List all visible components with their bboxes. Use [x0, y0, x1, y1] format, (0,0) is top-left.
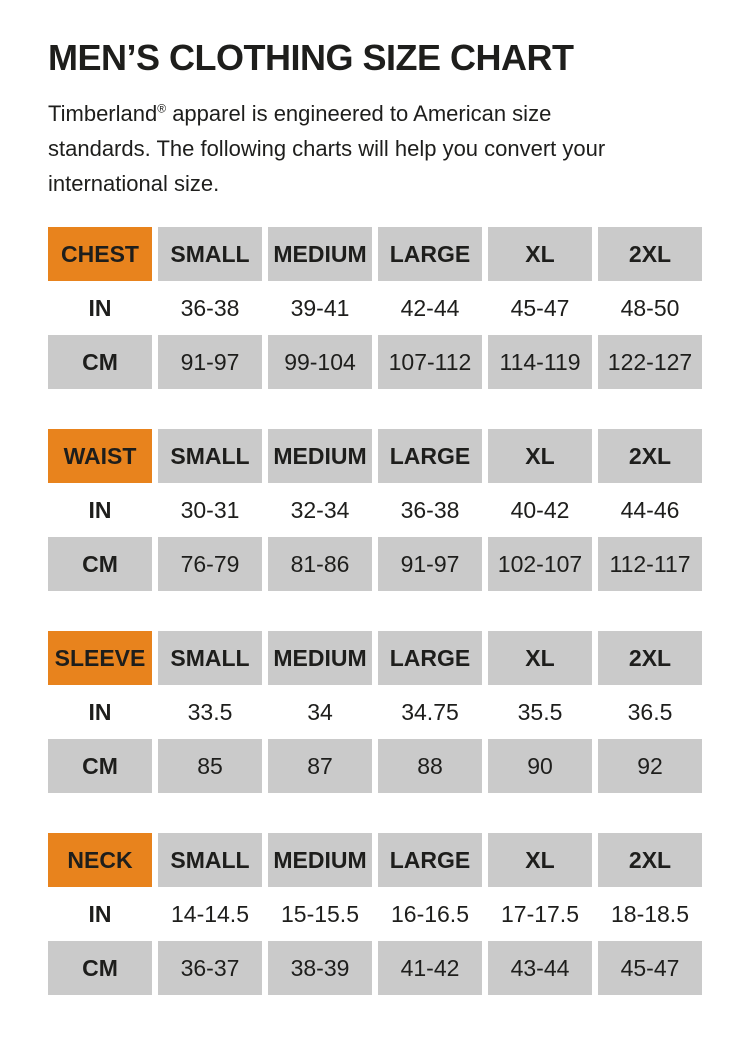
value-cell: 34.75: [378, 685, 482, 739]
value-cell: 45-47: [598, 941, 702, 995]
value-cell: 112-117: [598, 537, 702, 591]
intro-line2: standards. The following charts will hel…: [48, 136, 606, 161]
unit-label-in: IN: [48, 685, 152, 739]
value-cell: 40-42: [488, 483, 592, 537]
table-label-waist: WAIST: [48, 429, 152, 483]
column-header-large: LARGE: [378, 833, 482, 887]
column-header-xl: XL: [488, 833, 592, 887]
value-cell: 99-104: [268, 335, 372, 389]
value-cell: 30-31: [158, 483, 262, 537]
value-cell: 41-42: [378, 941, 482, 995]
value-cell: 36-38: [378, 483, 482, 537]
column-header-2xl: 2XL: [598, 429, 702, 483]
value-cell: 38-39: [268, 941, 372, 995]
value-cell: 76-79: [158, 537, 262, 591]
table-label-sleeve: SLEEVE: [48, 631, 152, 685]
value-cell: 114-119: [488, 335, 592, 389]
unit-label-cm: CM: [48, 537, 152, 591]
value-cell: 14-14.5: [158, 887, 262, 941]
value-cell: 88: [378, 739, 482, 793]
value-cell: 34: [268, 685, 372, 739]
value-cell: 87: [268, 739, 372, 793]
column-header-xl: XL: [488, 631, 592, 685]
intro-text: Timberland® apparel is engineered to Ame…: [48, 96, 702, 201]
intro-line1-rest: apparel is engineered to American size: [166, 101, 552, 126]
value-cell: 18-18.5: [598, 887, 702, 941]
value-cell: 92: [598, 739, 702, 793]
value-cell: 16-16.5: [378, 887, 482, 941]
value-cell: 33.5: [158, 685, 262, 739]
value-cell: 107-112: [378, 335, 482, 389]
value-cell: 81-86: [268, 537, 372, 591]
column-header-small: SMALL: [158, 833, 262, 887]
table-label-chest: CHEST: [48, 227, 152, 281]
column-header-2xl: 2XL: [598, 631, 702, 685]
size-table-sleeve: SLEEVE SMALL MEDIUM LARGE XL 2XL IN 33.5…: [48, 631, 702, 793]
registered-trademark-symbol: ®: [157, 101, 167, 116]
column-header-medium: MEDIUM: [268, 227, 372, 281]
unit-label-cm: CM: [48, 739, 152, 793]
column-header-xl: XL: [488, 429, 592, 483]
table-label-neck: NECK: [48, 833, 152, 887]
column-header-large: LARGE: [378, 429, 482, 483]
column-header-medium: MEDIUM: [268, 833, 372, 887]
value-cell: 44-46: [598, 483, 702, 537]
size-table-chest: CHEST SMALL MEDIUM LARGE XL 2XL IN 36-38…: [48, 227, 702, 389]
size-table-neck: NECK SMALL MEDIUM LARGE XL 2XL IN 14-14.…: [48, 833, 702, 995]
column-header-large: LARGE: [378, 227, 482, 281]
value-cell: 15-15.5: [268, 887, 372, 941]
column-header-xl: XL: [488, 227, 592, 281]
column-header-small: SMALL: [158, 227, 262, 281]
value-cell: 43-44: [488, 941, 592, 995]
unit-label-cm: CM: [48, 941, 152, 995]
value-cell: 45-47: [488, 281, 592, 335]
value-cell: 35.5: [488, 685, 592, 739]
unit-label-in: IN: [48, 281, 152, 335]
value-cell: 17-17.5: [488, 887, 592, 941]
value-cell: 48-50: [598, 281, 702, 335]
size-table-waist: WAIST SMALL MEDIUM LARGE XL 2XL IN 30-31…: [48, 429, 702, 591]
column-header-2xl: 2XL: [598, 227, 702, 281]
value-cell: 39-41: [268, 281, 372, 335]
unit-label-cm: CM: [48, 335, 152, 389]
value-cell: 85: [158, 739, 262, 793]
page-title: MEN’S CLOTHING SIZE CHART: [48, 37, 574, 78]
column-header-large: LARGE: [378, 631, 482, 685]
column-header-small: SMALL: [158, 429, 262, 483]
column-header-2xl: 2XL: [598, 833, 702, 887]
value-cell: 42-44: [378, 281, 482, 335]
unit-label-in: IN: [48, 483, 152, 537]
value-cell: 36.5: [598, 685, 702, 739]
value-cell: 90: [488, 739, 592, 793]
value-cell: 91-97: [378, 537, 482, 591]
intro-brand: Timberland: [48, 101, 158, 126]
value-cell: 32-34: [268, 483, 372, 537]
value-cell: 36-37: [158, 941, 262, 995]
value-cell: 91-97: [158, 335, 262, 389]
column-header-medium: MEDIUM: [268, 429, 372, 483]
value-cell: 102-107: [488, 537, 592, 591]
column-header-medium: MEDIUM: [268, 631, 372, 685]
intro-line3: international size.: [48, 171, 220, 196]
column-header-small: SMALL: [158, 631, 262, 685]
value-cell: 122-127: [598, 335, 702, 389]
unit-label-in: IN: [48, 887, 152, 941]
value-cell: 36-38: [158, 281, 262, 335]
